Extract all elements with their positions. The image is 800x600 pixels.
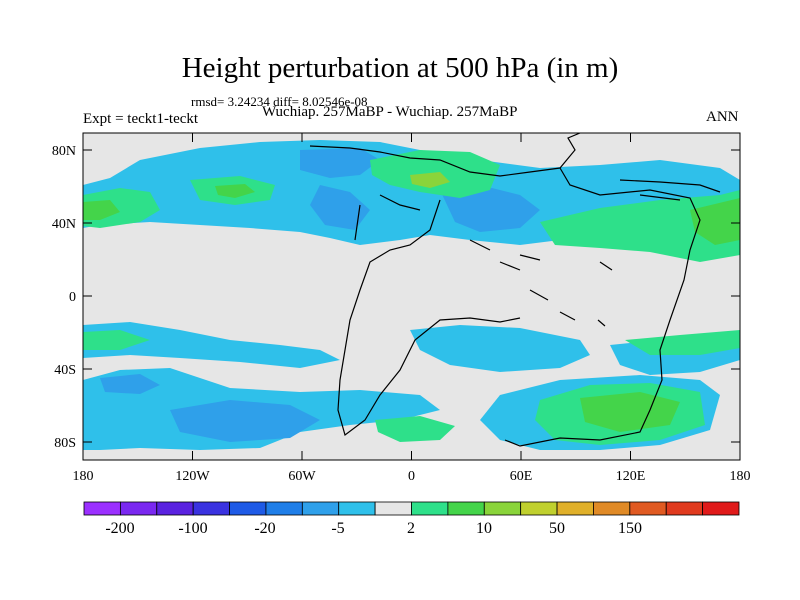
contour-west-pacific-lime [83,200,120,220]
y-tick-label: 80N [52,144,76,159]
season-label: ANN [706,109,739,125]
colorbar-swatch [520,501,558,516]
colorbar-label: -5 [331,520,344,537]
contour-asia-lime [690,198,740,245]
contour-australia-green [625,330,740,355]
colorbar-label: -20 [254,520,275,537]
colorbar-swatch [338,501,376,516]
x-tick-label: 180 [730,469,751,484]
colorbar-swatch [629,501,667,516]
coastlines [309,133,721,447]
x-tick-label: 120E [616,469,646,484]
y-tick-label: 40N [52,217,76,232]
contour-antarctic-lime [580,392,680,432]
colorbar-swatch [411,501,449,516]
contour-north-atlantic-lime [410,172,450,188]
y-tick-label: 80S [54,436,76,451]
colorbar-swatch [702,501,740,516]
x-tick-label: 120W [175,469,210,484]
coastline-tethys-islands [469,239,613,327]
contour-fills [83,140,740,450]
colorbar-swatch [447,501,485,516]
contour-south-pacific-green [83,330,150,350]
colorbar-swatch [229,501,267,516]
colorbar-swatch [192,501,230,516]
colorbar-swatch [156,501,194,516]
y-axis-ticks [83,149,740,443]
x-tick-label: 0 [408,469,415,484]
map-title: Height perturbation at 500 hPa (in m) [181,52,619,84]
colorbar-label: 10 [476,520,492,537]
map-subtitle: Wuchiap. 257MaBP - Wuchiap. 257MaBP [262,104,518,120]
colorbar-swatch [119,501,158,516]
contour-southern-ocean-mid-blue [170,400,320,442]
colorbar-label: -200 [105,520,134,537]
contour-east-pacific-lime [215,184,255,198]
contour-asia-green [540,190,740,262]
y-axis-labels: 80N 40N 0 40S 80S [52,144,76,451]
x-axis-labels: 180 120W 60W 0 60E 120E 180 [73,469,751,484]
colorbar-swatch [665,501,704,516]
colorbar-label: 150 [618,520,642,537]
colorbar-swatch [265,501,303,516]
colorbar-swatch [83,501,121,516]
contour-south-pacific-blue-band [83,322,340,368]
colorbar-labels: -200 -100 -20 -5 2 10 50 150 [105,520,642,537]
y-tick-label: 0 [69,290,76,305]
colorbar-swatch [556,501,594,516]
contour-south-atlantic-green [375,416,455,442]
colorbar-swatch [593,501,631,516]
x-tick-label: 60E [510,469,533,484]
y-tick-label: 40S [54,363,76,378]
colorbar-label: 2 [407,520,415,537]
x-tick-label: 180 [73,469,94,484]
contour-southern-ocean-mid-blue-west [100,374,160,394]
contour-south-atlantic-blue [410,325,590,372]
colorbar-label: -100 [178,520,207,537]
colorbar-swatch [374,501,412,516]
experiment-label: Expt = teckt1-teckt [83,111,199,127]
rmsd-diff-stats: rmsd= 3.24234 diff= 8.02546e-08 [191,94,368,109]
contour-pacific-mid-blue [310,185,370,230]
colorbar [83,501,740,516]
coastline-pangea-main [309,133,701,447]
colorbar-swatch [483,501,522,516]
colorbar-label: 50 [549,520,565,537]
coastline-north-cluster [354,179,721,241]
colorbar-swatch [301,501,340,516]
x-tick-label: 60W [288,469,316,484]
x-axis-ticks [82,133,741,460]
contour-europe-mid-blue [440,185,540,232]
contour-north-mid-blue [300,148,380,178]
